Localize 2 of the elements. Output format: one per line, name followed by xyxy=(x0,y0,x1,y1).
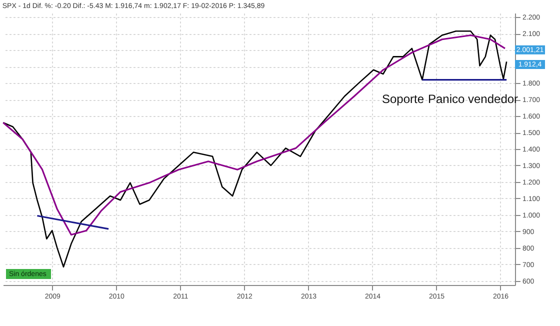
annotation: Panico vendedor xyxy=(428,92,518,106)
annotation: Soporte xyxy=(382,92,424,106)
